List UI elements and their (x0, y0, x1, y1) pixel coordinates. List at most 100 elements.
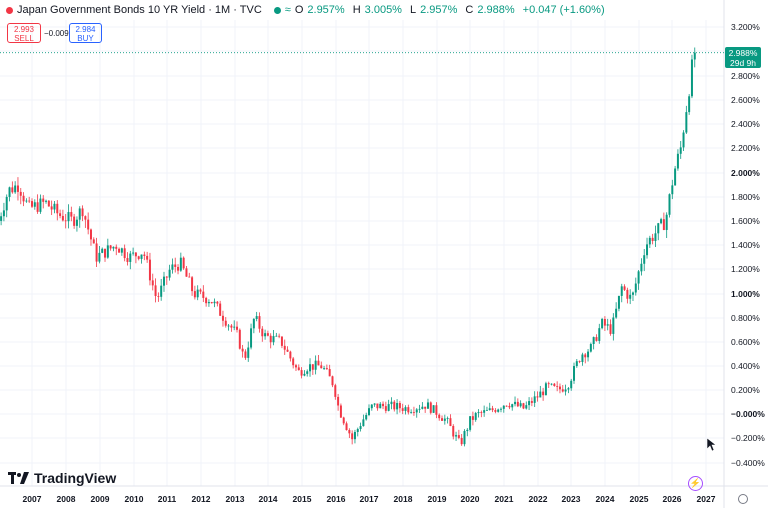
candle-body (8, 187, 11, 197)
candle-body (73, 216, 76, 226)
candle-body (567, 388, 570, 390)
candles[interactable] (0, 47, 696, 447)
candle-body (56, 203, 59, 214)
candle-body (457, 435, 460, 438)
y-tick-label: 0.600% (731, 337, 760, 347)
candle-body (342, 417, 345, 424)
candle-body (382, 403, 385, 407)
candle-body (410, 412, 413, 413)
candle-body (59, 213, 62, 216)
candle-body (646, 244, 649, 256)
candle-body (477, 412, 480, 414)
candle-body (365, 414, 368, 420)
candle-body (373, 403, 376, 405)
wave-icon: ≈ (284, 4, 291, 16)
candle-body (393, 401, 396, 410)
candle-body (536, 396, 539, 398)
candle-body (50, 206, 53, 210)
candle-body (564, 389, 567, 392)
candle-body (292, 358, 295, 366)
candle-body (2, 210, 5, 217)
candle-body (45, 200, 48, 202)
chart-legend: Japan Government Bonds 10 YR Yield · 1M … (6, 4, 609, 16)
candle-body (511, 404, 514, 408)
candle-body (134, 252, 137, 257)
candle-body (584, 354, 587, 358)
candle-body (530, 401, 533, 403)
y-tick-label: 0.400% (731, 361, 760, 371)
candle-body (81, 208, 84, 217)
candle-body (609, 324, 612, 334)
y-tick-label: 3.200% (731, 22, 760, 32)
candle-body (505, 405, 508, 407)
candle-body (398, 403, 401, 409)
candle-body (573, 366, 576, 381)
candle-body (553, 383, 556, 387)
candle-body (671, 185, 674, 195)
candle-body (89, 229, 92, 240)
candle-body (64, 220, 67, 222)
tradingview-logo[interactable]: TradingView (8, 470, 116, 486)
candle-body (623, 286, 626, 290)
last-price-label: 2.988% 29d 9h (725, 47, 761, 68)
candle-body (47, 200, 50, 207)
y-tick-label: 0.200% (731, 385, 760, 395)
candle-body (132, 252, 135, 254)
candle-body (264, 333, 267, 337)
candle-body (193, 291, 196, 298)
candle-body (309, 364, 312, 372)
candle-body (654, 233, 657, 241)
y-tick-label: 2.200% (731, 143, 760, 153)
candle-body (390, 401, 393, 405)
candle-body (612, 317, 615, 334)
candle-body (483, 410, 486, 413)
candle-body (104, 248, 107, 258)
candle-body (334, 385, 337, 397)
candle-body (415, 409, 418, 413)
candle-body (244, 351, 247, 358)
candle-body (31, 201, 33, 207)
candle-body (497, 409, 500, 412)
candle-body (205, 297, 208, 304)
candle-body (36, 202, 39, 212)
candle-body (502, 405, 505, 409)
candle-body (16, 185, 19, 192)
candle-body (544, 383, 547, 396)
x-tick-label: 2007 (23, 494, 42, 504)
candle-body (112, 246, 115, 249)
candle-body (432, 405, 435, 413)
settings-icon[interactable] (738, 494, 748, 504)
bolt-icon[interactable]: ⚡ (688, 476, 703, 491)
x-tick-label: 2010 (125, 494, 144, 504)
x-tick-label: 2024 (596, 494, 615, 504)
candle-body (216, 301, 219, 304)
candle-body (401, 408, 404, 411)
candle-body (595, 337, 598, 341)
open-label: O (294, 4, 304, 16)
x-tick-label: 2016 (327, 494, 346, 504)
buy-button[interactable]: 2.984 BUY (69, 23, 102, 43)
candle-body (275, 335, 278, 337)
x-tick-label: 2012 (192, 494, 211, 504)
candle-body (219, 303, 222, 316)
candle-body (469, 416, 472, 430)
x-tick-label: 2018 (394, 494, 413, 504)
candle-body (252, 318, 255, 329)
symbol-dot-icon (6, 6, 13, 14)
symbol-title[interactable]: Japan Government Bonds 10 YR Yield · 1M … (17, 4, 262, 16)
candle-body (542, 391, 545, 396)
candle-body (280, 336, 283, 346)
candle-body (387, 404, 390, 411)
candle-body (162, 276, 165, 286)
candle-body (258, 316, 261, 329)
candle-body (269, 335, 272, 343)
candle-body (637, 271, 640, 284)
candle-body (452, 426, 455, 437)
candle-body (348, 430, 351, 434)
candle-body (494, 410, 497, 412)
x-tick-label: 2009 (91, 494, 110, 504)
sell-button[interactable]: 2.993 SELL (7, 23, 41, 43)
candle-body (75, 219, 78, 226)
